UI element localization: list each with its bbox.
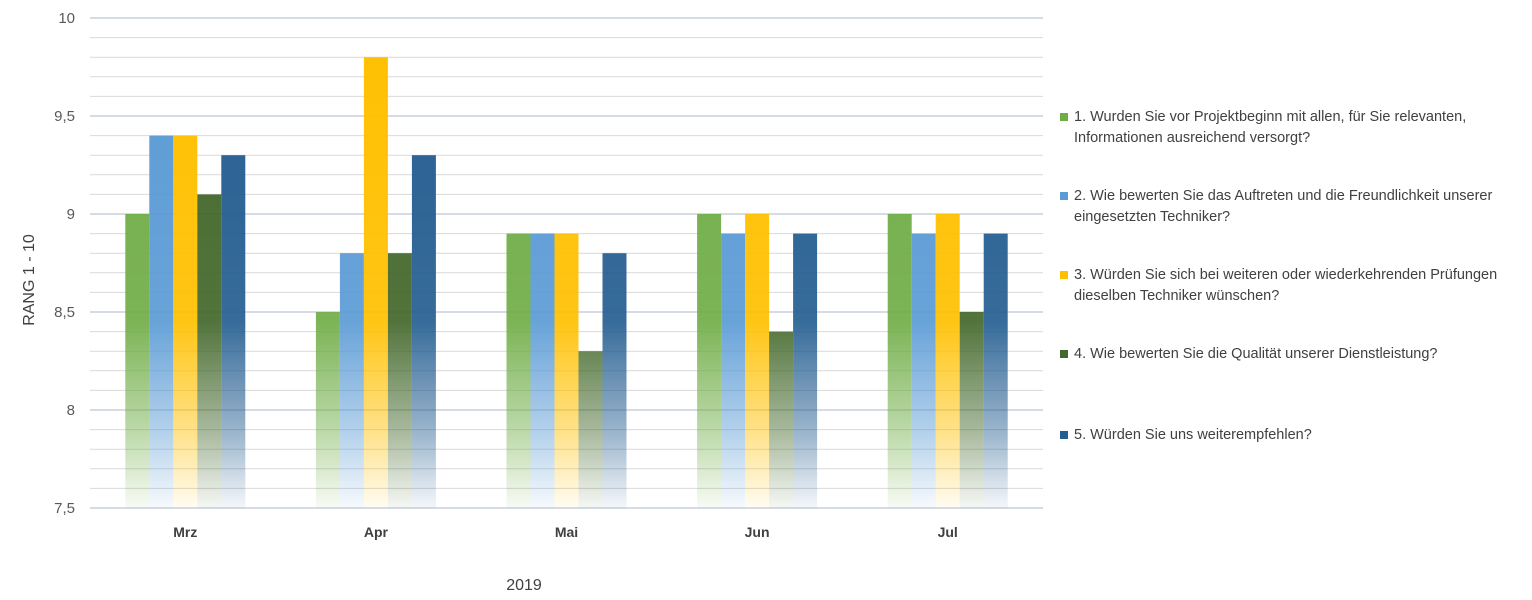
bar-apr-series-2 (339, 253, 364, 508)
bar-jul-series-3 (935, 214, 960, 508)
bar-mai-series-1 (506, 233, 531, 508)
bar-mai-series-3 (554, 233, 579, 508)
legend-swatch (1060, 192, 1068, 200)
legend-label: 5. Würden Sie uns weiterempfehlen? (1074, 427, 1312, 443)
y-tick-label: 9,5 (54, 108, 75, 125)
legend-item-2: 2. Wie bewerten Sie das Auftreten und di… (1060, 186, 1520, 228)
bar-apr-series-1 (315, 312, 340, 508)
y-tick-label: 8,5 (54, 304, 75, 321)
bar-jul-series-5 (983, 233, 1008, 508)
bar-mai-series-2 (530, 233, 555, 508)
legend-item-3: 3. Würden Sie sich bei weiteren oder wie… (1060, 265, 1520, 307)
x-category-label: Apr (364, 524, 389, 540)
y-tick-label: 10 (58, 10, 75, 27)
legend-swatch (1060, 271, 1068, 279)
bar-apr-series-3 (363, 57, 388, 508)
x-category-label: Mai (555, 524, 578, 540)
legend-swatch (1060, 113, 1068, 121)
bar-jun-series-2 (721, 233, 746, 508)
x-axis-categories: Mrz Apr Mai Jun Jul (173, 524, 958, 540)
legend-item-1: 1. Wurden Sie vor Projektbeginn mit alle… (1060, 107, 1520, 149)
x-axis-title: 2019 (506, 577, 542, 594)
bar-mrz-series-1 (125, 214, 150, 508)
bar-apr-series-5 (411, 155, 436, 508)
legend-label: 4. Wie bewerten Sie die Qualität unserer… (1074, 346, 1438, 362)
bar-jun-series-3 (745, 214, 770, 508)
bar-mrz-series-5 (221, 155, 246, 508)
bar-jul-series-2 (911, 233, 936, 508)
legend-label: 2. Wie bewerten Sie das Auftreten und di… (1074, 188, 1493, 225)
bar-mrz-series-2 (149, 135, 174, 508)
bars (125, 57, 1008, 508)
x-category-label: Jul (938, 524, 958, 540)
bar-mrz-series-3 (173, 135, 198, 508)
bar-mrz-series-4 (197, 194, 222, 508)
bar-jun-series-5 (793, 233, 818, 508)
bar-jul-series-4 (959, 312, 984, 508)
y-tick-label: 8 (67, 402, 75, 419)
x-category-label: Jun (745, 524, 770, 540)
legend-label: 3. Würden Sie sich bei weiteren oder wie… (1074, 267, 1498, 304)
bar-mai-series-4 (578, 351, 603, 508)
y-axis-title: RANG 1 - 10 (21, 234, 38, 326)
bar-jul-series-1 (887, 214, 912, 508)
bar-mai-series-5 (602, 253, 627, 508)
legend-swatch (1060, 431, 1068, 439)
legend-swatch (1060, 350, 1068, 358)
bar-apr-series-4 (387, 253, 412, 508)
y-axis-ticks: 7,5 8 8,5 9 9,5 10 (54, 10, 75, 517)
y-tick-label: 7,5 (54, 500, 75, 517)
bar-jun-series-4 (769, 331, 794, 508)
legend-item-4: 4. Wie bewerten Sie die Qualität unserer… (1060, 344, 1520, 365)
x-category-label: Mrz (173, 524, 197, 540)
bar-jun-series-1 (697, 214, 722, 508)
y-tick-label: 9 (67, 206, 75, 223)
legend-label: 1. Wurden Sie vor Projektbeginn mit alle… (1074, 109, 1467, 146)
legend-item-5: 5. Würden Sie uns weiterempfehlen? (1060, 425, 1520, 446)
